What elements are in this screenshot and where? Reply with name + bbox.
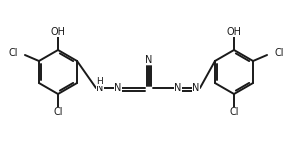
Text: OH: OH <box>51 27 65 37</box>
Text: Cl: Cl <box>53 107 63 117</box>
Text: N: N <box>114 83 122 93</box>
Text: N: N <box>174 83 182 93</box>
Text: Cl: Cl <box>229 107 239 117</box>
Text: H: H <box>97 76 103 85</box>
Text: N: N <box>96 83 104 93</box>
Text: N: N <box>145 55 153 65</box>
Text: OH: OH <box>227 27 242 37</box>
Text: N: N <box>192 83 200 93</box>
Text: Cl: Cl <box>8 48 18 58</box>
Text: Cl: Cl <box>274 48 283 58</box>
